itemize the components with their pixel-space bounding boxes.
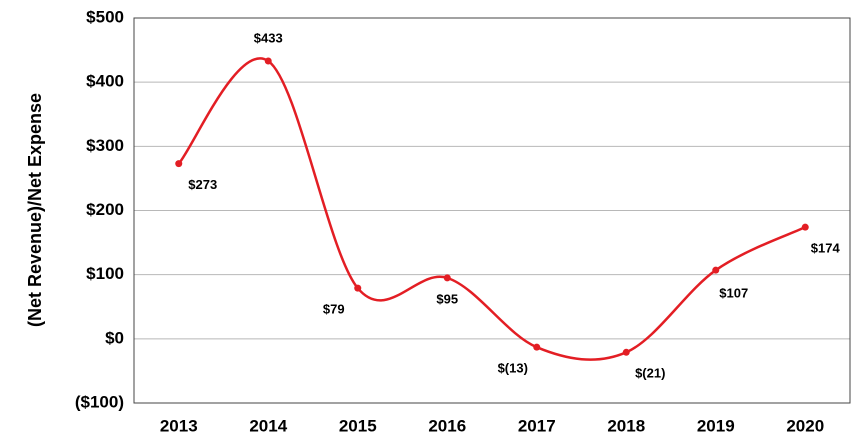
data-label: $107 bbox=[719, 286, 748, 301]
x-tick-label: 2017 bbox=[518, 416, 556, 435]
data-point bbox=[354, 284, 362, 292]
series-line bbox=[177, 57, 806, 361]
x-tick-label: 2018 bbox=[607, 416, 645, 435]
data-point bbox=[712, 266, 720, 274]
x-tick-label: 2015 bbox=[339, 416, 377, 435]
y-tick-label: $200 bbox=[86, 200, 124, 219]
data-point bbox=[264, 57, 272, 65]
y-tick-label: $500 bbox=[86, 7, 124, 26]
data-point bbox=[443, 274, 451, 282]
data-point bbox=[622, 348, 630, 356]
data-point bbox=[533, 343, 541, 351]
y-axis-title: (Net Revenue)/Net Expense bbox=[25, 93, 45, 327]
y-tick-label: $400 bbox=[86, 72, 124, 91]
data-label: $273 bbox=[188, 177, 217, 192]
x-tick-label: 2013 bbox=[160, 416, 198, 435]
data-point bbox=[175, 160, 183, 168]
data-label: $(13) bbox=[498, 361, 528, 376]
y-tick-label: $0 bbox=[105, 328, 124, 347]
x-tick-label: 2019 bbox=[697, 416, 735, 435]
y-tick-label: $300 bbox=[86, 136, 124, 155]
data-label: $(21) bbox=[635, 366, 665, 381]
x-tick-label: 2014 bbox=[249, 416, 287, 435]
x-tick-label: 2020 bbox=[786, 416, 824, 435]
plot-frame bbox=[133, 17, 851, 404]
data-label: $79 bbox=[323, 302, 345, 317]
data-point bbox=[801, 223, 809, 231]
data-label: $174 bbox=[811, 241, 841, 256]
y-tick-label: $100 bbox=[86, 264, 124, 283]
x-tick-label: 2016 bbox=[428, 416, 466, 435]
data-label: $433 bbox=[254, 30, 283, 45]
y-tick-label: ($100) bbox=[75, 392, 124, 411]
data-label: $95 bbox=[436, 291, 458, 306]
